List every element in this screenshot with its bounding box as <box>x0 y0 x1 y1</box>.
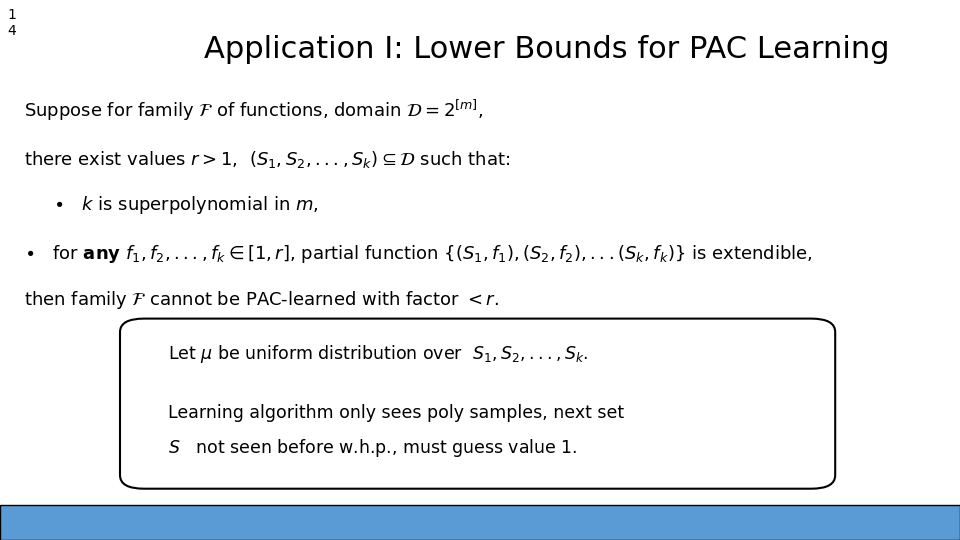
Text: $\bullet$   for $\mathbf{any}$ $f_1, f_2, ..., f_k \in [1,r]$, partial function : $\bullet$ for $\mathbf{any}$ $f_1, f_2, … <box>24 243 812 265</box>
FancyBboxPatch shape <box>0 505 960 540</box>
Text: Let $\mu$ be uniform distribution over  $S_1, S_2, ..., S_k$.: Let $\mu$ be uniform distribution over $… <box>168 343 588 364</box>
Text: Application I: Lower Bounds for PAC Learning: Application I: Lower Bounds for PAC Lear… <box>204 35 890 64</box>
Text: $S$   not seen before w.h.p., must guess value 1.: $S$ not seen before w.h.p., must guess v… <box>168 437 578 459</box>
Text: Learning algorithm only sees poly samples, next set: Learning algorithm only sees poly sample… <box>168 404 624 422</box>
Text: Suppose for family $\mathcal{F}$ of functions, domain $\mathcal{D} = 2^{[m]}$,: Suppose for family $\mathcal{F}$ of func… <box>24 98 484 123</box>
Text: there exist values $r > 1$,  $(S_1, S_2, ..., S_k) \subseteq \mathcal{D}$ such t: there exist values $r > 1$, $(S_1, S_2, … <box>24 149 510 170</box>
Text: then family $\mathcal{F}$ cannot be PAC-learned with factor $< r$.: then family $\mathcal{F}$ cannot be PAC-… <box>24 289 499 310</box>
Text: $\bullet$   $k$ is superpolynomial in $m$,: $\bullet$ $k$ is superpolynomial in $m$, <box>53 194 319 216</box>
FancyBboxPatch shape <box>120 319 835 489</box>
Text: 4: 4 <box>8 24 16 38</box>
Text: 1: 1 <box>8 8 16 22</box>
